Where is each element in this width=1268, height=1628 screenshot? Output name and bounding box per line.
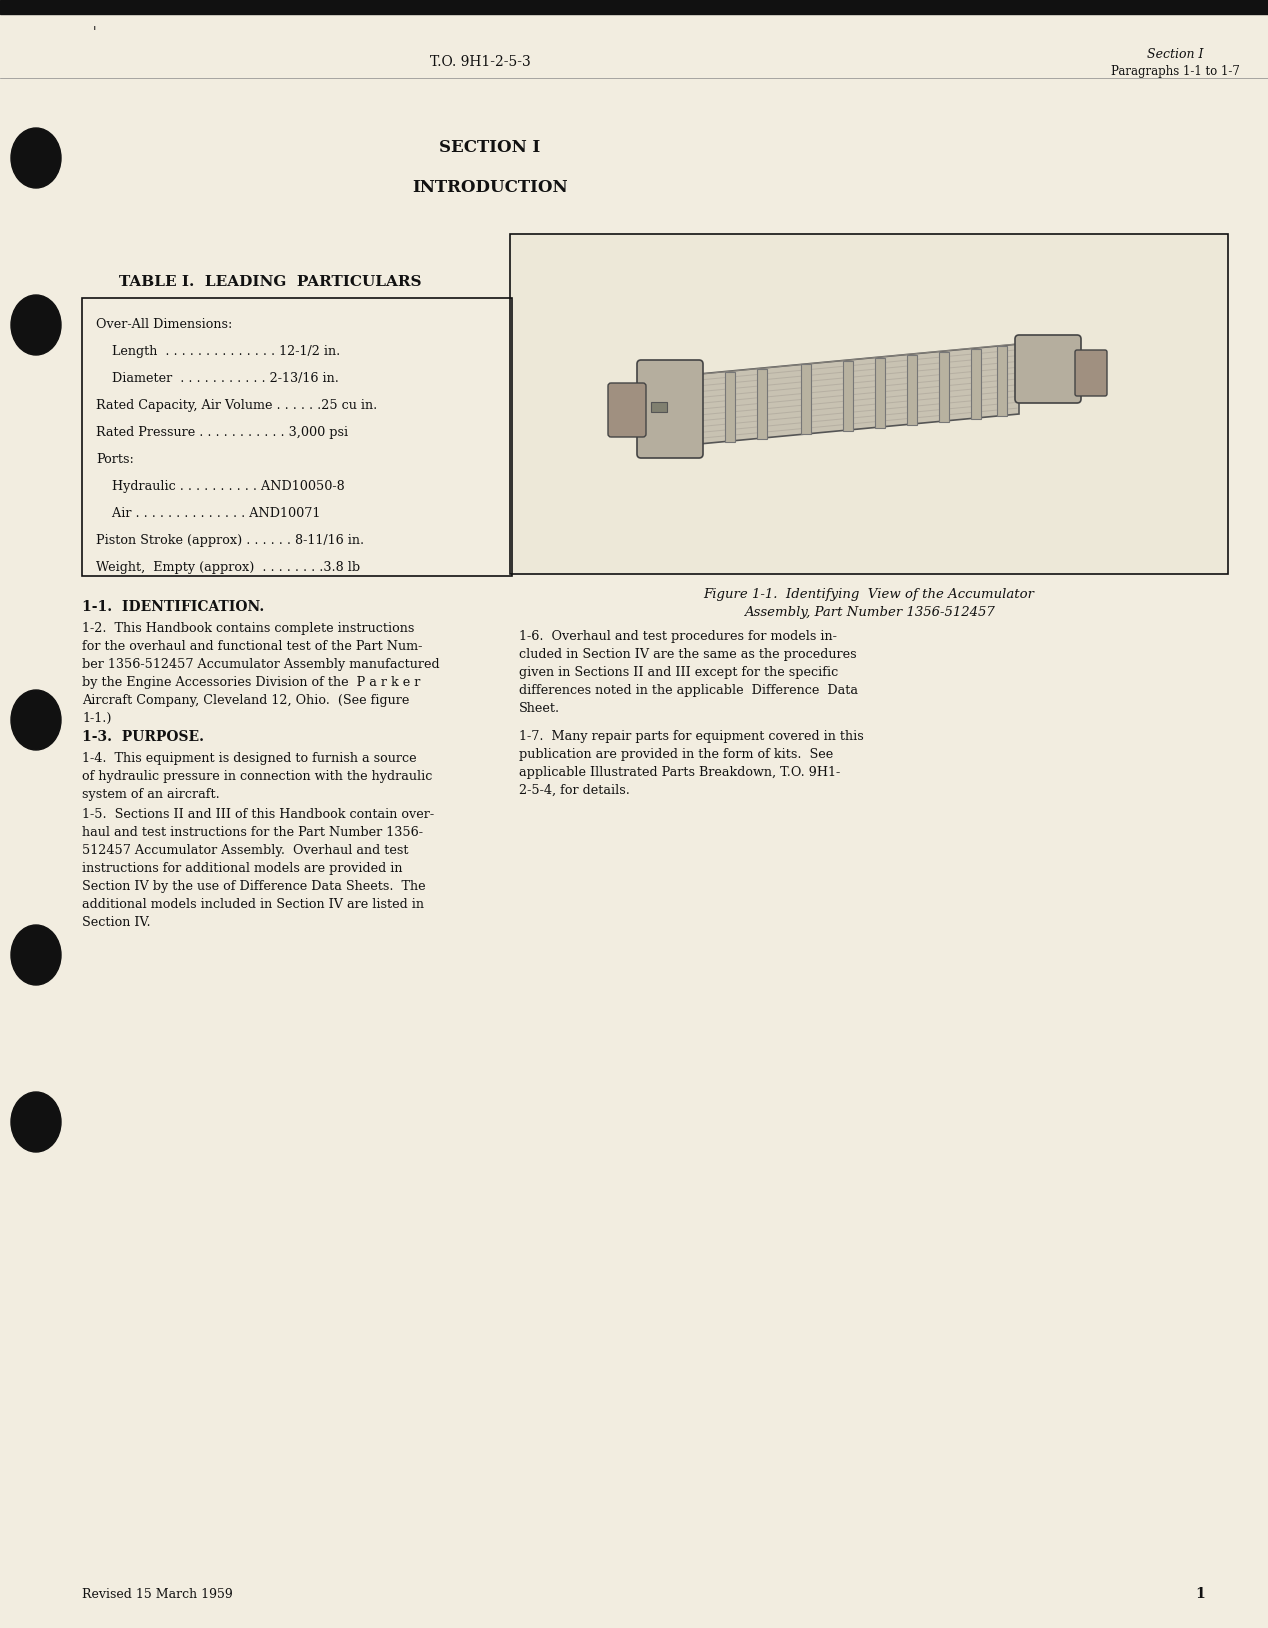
Text: Ports:: Ports: (96, 453, 134, 466)
Bar (510, 234, 1227, 575)
Text: Paragraphs 1-1 to 1-7: Paragraphs 1-1 to 1-7 (1111, 65, 1239, 78)
Text: system of an aircraft.: system of an aircraft. (82, 788, 219, 801)
Polygon shape (699, 344, 1019, 444)
Text: given in Sections II and III except for the specific: given in Sections II and III except for … (519, 666, 838, 679)
Text: additional models included in Section IV are listed in: additional models included in Section IV… (82, 899, 424, 912)
Bar (875, 358, 885, 428)
Text: Weight,  Empty (approx)  . . . . . . . .3.8 lb: Weight, Empty (approx) . . . . . . . .3.… (96, 562, 360, 575)
Text: T.O. 9H1-2-5-3: T.O. 9H1-2-5-3 (430, 55, 530, 68)
Text: cluded in Section IV are the same as the procedures: cluded in Section IV are the same as the… (519, 648, 857, 661)
Bar (82, 298, 512, 576)
Ellipse shape (11, 925, 61, 985)
Text: 1-1.  IDENTIFICATION.: 1-1. IDENTIFICATION. (82, 601, 264, 614)
Text: of hydraulic pressure in connection with the hydraulic: of hydraulic pressure in connection with… (82, 770, 432, 783)
Bar (0, 0, 1268, 15)
Text: 1-1.): 1-1.) (82, 711, 112, 724)
Text: publication are provided in the form of kits.  See: publication are provided in the form of … (519, 747, 833, 760)
Text: for the overhaul and functional test of the Part Num-: for the overhaul and functional test of … (82, 640, 422, 653)
Text: 2-5-4, for details.: 2-5-4, for details. (519, 785, 630, 798)
Bar (724, 371, 734, 441)
Text: 1-4.  This equipment is designed to furnish a source: 1-4. This equipment is designed to furni… (82, 752, 417, 765)
FancyBboxPatch shape (637, 360, 702, 457)
Ellipse shape (11, 129, 61, 187)
Text: 1: 1 (1196, 1587, 1205, 1600)
Bar (907, 355, 917, 425)
FancyBboxPatch shape (1075, 350, 1107, 396)
Text: haul and test instructions for the Part Number 1356-: haul and test instructions for the Part … (82, 825, 424, 838)
Text: Assembly, Part Number 1356-512457: Assembly, Part Number 1356-512457 (743, 606, 994, 619)
Bar (801, 365, 812, 435)
Text: Section IV by the use of Difference Data Sheets.  The: Section IV by the use of Difference Data… (82, 881, 426, 894)
Text: 1-3.  PURPOSE.: 1-3. PURPOSE. (82, 729, 204, 744)
Bar (650, 402, 667, 412)
Text: ': ' (94, 26, 96, 39)
Bar (940, 352, 948, 422)
Text: differences noted in the applicable  Difference  Data: differences noted in the applicable Diff… (519, 684, 858, 697)
Text: applicable Illustrated Parts Breakdown, T.O. 9H1-: applicable Illustrated Parts Breakdown, … (519, 767, 841, 780)
Text: by the Engine Accessories Division of the  P a r k e r: by the Engine Accessories Division of th… (82, 676, 421, 689)
Text: Rated Pressure . . . . . . . . . . . 3,000 psi: Rated Pressure . . . . . . . . . . . 3,0… (96, 427, 349, 440)
Text: Length  . . . . . . . . . . . . . . 12-1/2 in.: Length . . . . . . . . . . . . . . 12-1/… (96, 345, 340, 358)
Bar (997, 347, 1007, 417)
Text: Diameter  . . . . . . . . . . . 2-13/16 in.: Diameter . . . . . . . . . . . 2-13/16 i… (96, 373, 339, 384)
Ellipse shape (11, 1092, 61, 1153)
Text: INTRODUCTION: INTRODUCTION (412, 179, 568, 197)
Text: Over-All Dimensions:: Over-All Dimensions: (96, 317, 232, 330)
Text: Sheet.: Sheet. (519, 702, 560, 715)
Text: Rated Capacity, Air Volume . . . . . .25 cu in.: Rated Capacity, Air Volume . . . . . .25… (96, 399, 378, 412)
Text: Hydraulic . . . . . . . . . . AND10050-8: Hydraulic . . . . . . . . . . AND10050-8 (96, 480, 345, 493)
Text: Revised 15 March 1959: Revised 15 March 1959 (82, 1587, 233, 1600)
Ellipse shape (11, 295, 61, 355)
FancyBboxPatch shape (607, 383, 645, 436)
Text: 512457 Accumulator Assembly.  Overhaul and test: 512457 Accumulator Assembly. Overhaul an… (82, 843, 408, 856)
Text: Figure 1-1.  Identifying  View of the Accumulator: Figure 1-1. Identifying View of the Accu… (704, 588, 1035, 601)
Bar (843, 360, 853, 430)
Text: Air . . . . . . . . . . . . . . AND10071: Air . . . . . . . . . . . . . . AND10071 (96, 506, 321, 519)
Text: SECTION I: SECTION I (440, 140, 540, 156)
Text: 1-2.  This Handbook contains complete instructions: 1-2. This Handbook contains complete ins… (82, 622, 415, 635)
Text: 1-6.  Overhaul and test procedures for models in-: 1-6. Overhaul and test procedures for mo… (519, 630, 837, 643)
Text: ber 1356-512457 Accumulator Assembly manufactured: ber 1356-512457 Accumulator Assembly man… (82, 658, 440, 671)
Text: TABLE I.  LEADING  PARTICULARS: TABLE I. LEADING PARTICULARS (119, 275, 421, 290)
Text: Aircraft Company, Cleveland 12, Ohio.  (See figure: Aircraft Company, Cleveland 12, Ohio. (S… (82, 694, 410, 707)
Text: Section IV.: Section IV. (82, 917, 151, 930)
FancyBboxPatch shape (1014, 335, 1082, 404)
Text: instructions for additional models are provided in: instructions for additional models are p… (82, 861, 402, 874)
Text: Piston Stroke (approx) . . . . . . 8-11/16 in.: Piston Stroke (approx) . . . . . . 8-11/… (96, 534, 364, 547)
Bar (757, 368, 767, 438)
Text: 1-5.  Sections II and III of this Handbook contain over-: 1-5. Sections II and III of this Handboo… (82, 807, 434, 821)
Bar (971, 348, 981, 418)
Text: 1-7.  Many repair parts for equipment covered in this: 1-7. Many repair parts for equipment cov… (519, 729, 864, 742)
Text: Section I: Section I (1146, 47, 1203, 60)
Ellipse shape (11, 690, 61, 751)
